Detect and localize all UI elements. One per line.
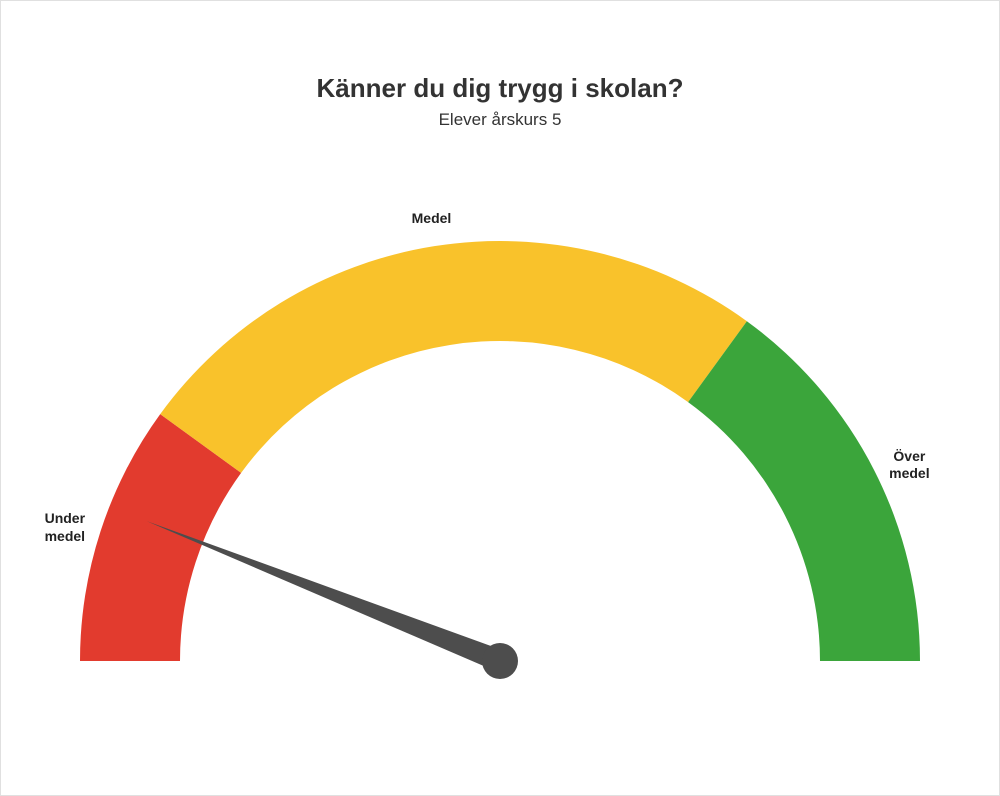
- gauge-segment-1: [160, 241, 747, 473]
- gauge-hub: [482, 643, 518, 679]
- gauge-segment-label-2: Över medel: [889, 448, 929, 483]
- chart-title: Känner du dig trygg i skolan?: [1, 73, 999, 104]
- gauge-chart: Under medelMedelÖver medel: [60, 201, 940, 721]
- gauge-segment-label-0: Under medel: [45, 510, 85, 545]
- chart-subtitle: Elever årskurs 5: [1, 110, 999, 130]
- gauge-needle: [147, 521, 504, 671]
- gauge-segment-2: [688, 321, 920, 661]
- chart-frame: Känner du dig trygg i skolan? Elever års…: [0, 0, 1000, 796]
- gauge-segment-label-1: Medel: [401, 210, 461, 228]
- chart-titles: Känner du dig trygg i skolan? Elever års…: [1, 73, 999, 130]
- gauge-svg: [60, 201, 940, 721]
